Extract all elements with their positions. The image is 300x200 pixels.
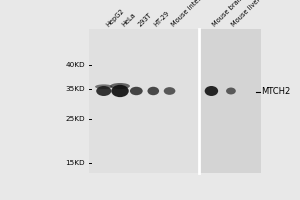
Text: 35KD: 35KD xyxy=(65,86,85,92)
Text: 40KD: 40KD xyxy=(65,62,85,68)
Ellipse shape xyxy=(226,88,236,94)
Ellipse shape xyxy=(110,83,130,89)
Text: 25KD: 25KD xyxy=(65,116,85,122)
Ellipse shape xyxy=(111,85,129,97)
Text: 293T: 293T xyxy=(137,12,153,28)
Text: Mouse liver: Mouse liver xyxy=(231,0,262,28)
Ellipse shape xyxy=(205,86,218,96)
Ellipse shape xyxy=(130,87,143,95)
Ellipse shape xyxy=(96,86,111,96)
Text: Mouse brain: Mouse brain xyxy=(212,0,244,28)
Text: HeLa: HeLa xyxy=(121,12,137,28)
Ellipse shape xyxy=(164,87,176,95)
Text: HepG2: HepG2 xyxy=(105,8,125,28)
Ellipse shape xyxy=(95,84,112,89)
Text: 15KD: 15KD xyxy=(65,160,85,166)
Ellipse shape xyxy=(148,87,159,95)
Text: HT-29: HT-29 xyxy=(153,10,171,28)
Text: MTCH2: MTCH2 xyxy=(261,87,290,96)
Bar xyxy=(199,29,261,173)
Bar xyxy=(89,29,261,173)
Text: Mouse intestine: Mouse intestine xyxy=(170,0,212,28)
